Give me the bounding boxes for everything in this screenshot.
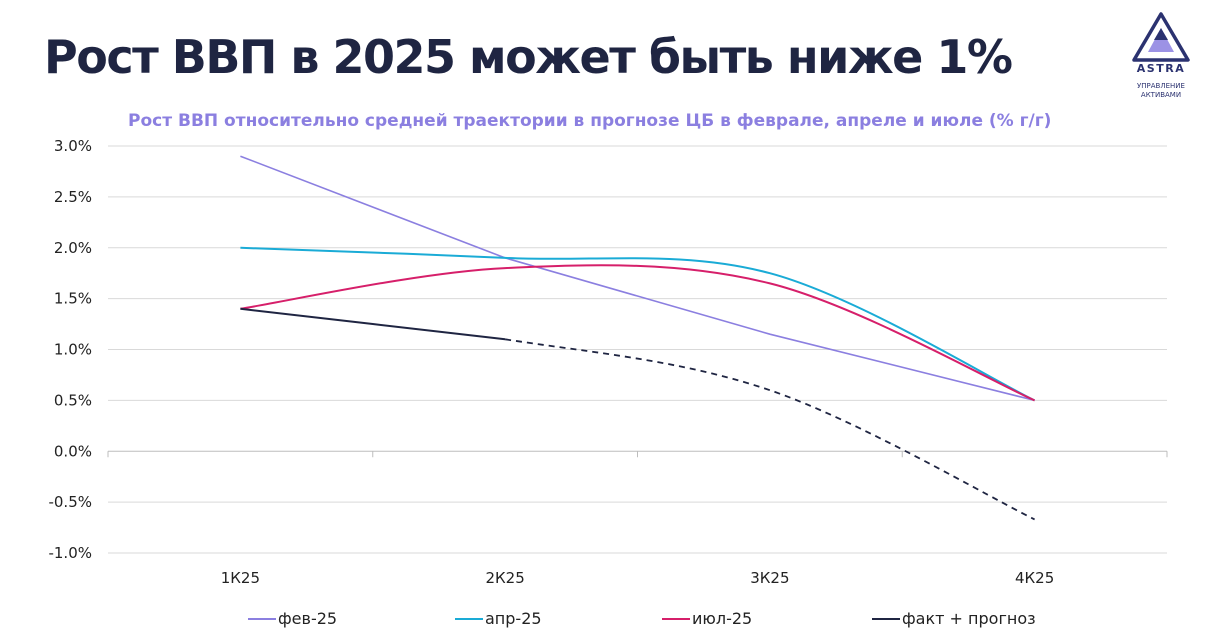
x-tick-label: 3К25 [750,569,789,587]
y-tick-label: 2.0% [54,239,92,257]
y-tick-label: -1.0% [48,544,92,562]
y-tick-label: 0.5% [54,391,92,409]
legend-label: факт + прогноз [902,609,1036,628]
series-line-4-forecast [504,338,1035,521]
legend-label: июл-25 [692,609,752,628]
triangle-logo-icon [1132,12,1190,62]
x-tick-label: 4К25 [1015,569,1054,587]
y-tick-label: 3.0% [54,137,92,155]
chart-title: Рост ВВП относительно средней траектории… [128,111,1052,131]
logo-subtitle-line-2: АКТИВАМИ [1140,91,1182,99]
page-title: Рост ВВП в 2025 может быть ниже 1% [44,30,1013,84]
y-tick-label: 1.0% [54,341,92,359]
logo-subtitle-line-1: УПРАВЛЕНИЕ [1137,82,1185,90]
y-tick-label: 2.5% [54,188,92,206]
logo-wordmark: ASTRA [1136,62,1186,75]
x-tick-label: 2К25 [485,569,524,587]
series-line-2 [240,246,1036,402]
astra-logo: ASTRA УПРАВЛЕНИЕ АКТИВАМИ [1126,10,1196,105]
x-tick-label: 1К25 [221,569,260,587]
legend-label: фев-25 [278,609,337,628]
series-line-1 [240,155,1035,402]
legend-label: апр-25 [485,609,542,628]
series-line-3 [240,264,1036,402]
series-line-4-actual [240,307,506,341]
y-tick-label: 1.5% [54,290,92,308]
y-tick-label: -0.5% [48,493,92,511]
y-tick-label: 0.0% [54,442,92,460]
